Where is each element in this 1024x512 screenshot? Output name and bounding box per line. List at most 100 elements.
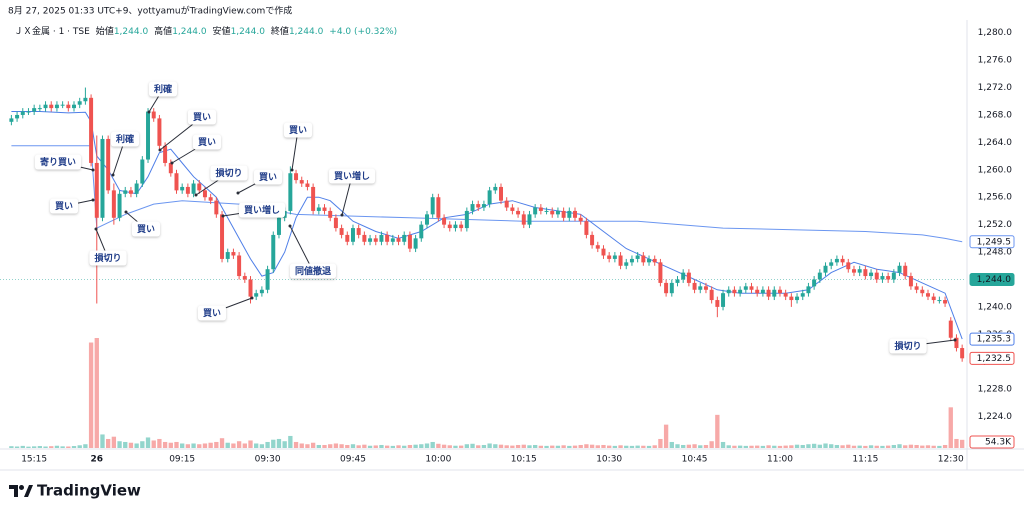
candle-body	[94, 162, 99, 218]
volume-bar	[572, 445, 578, 448]
candle-body	[607, 255, 612, 259]
volume-bar	[686, 444, 692, 448]
volume-bar	[772, 445, 777, 448]
volume-bar	[498, 444, 504, 448]
volume-bar	[396, 445, 401, 448]
volume-bar	[720, 441, 726, 448]
volume-bar	[111, 436, 117, 448]
candle-body	[77, 101, 82, 105]
candle-body	[863, 269, 868, 277]
candle-body	[772, 289, 777, 297]
volume-bar	[316, 444, 321, 448]
candle-body	[180, 186, 185, 191]
annotation-text: 買い	[137, 224, 155, 235]
candle-body	[595, 245, 600, 249]
annotation-dot	[124, 210, 128, 214]
candle-body	[499, 186, 503, 201]
volume-bar	[236, 441, 242, 448]
candle-body	[111, 190, 116, 218]
x-tick-label: 12:30	[938, 455, 964, 465]
volume-bar	[219, 438, 225, 448]
volume-bar	[726, 445, 731, 448]
candle-body	[698, 286, 703, 290]
annotation: 寄り買い	[34, 154, 82, 170]
volume-bar	[709, 441, 714, 448]
candle-body	[766, 289, 771, 297]
symbol: ＪＸ金属 · 1 · TSE	[14, 25, 90, 37]
candle-body	[168, 162, 173, 174]
candle-body	[561, 210, 566, 218]
annotation: 買い	[192, 134, 222, 150]
volume-bar	[310, 442, 316, 448]
candle-body	[669, 282, 674, 294]
volume-bar	[322, 444, 327, 448]
x-tick-label: 11:00	[767, 455, 793, 465]
candle-body	[755, 289, 760, 294]
volume-bar	[515, 444, 521, 448]
annotation-dot	[91, 198, 95, 202]
candle-body	[407, 234, 412, 249]
volume-bar	[851, 445, 857, 448]
candle-body	[83, 97, 88, 102]
line-last-label: 1,235.3	[977, 335, 1011, 345]
candle-body	[914, 286, 919, 290]
volume-bar	[823, 443, 828, 448]
candle-body	[703, 286, 708, 290]
candle-body	[299, 180, 304, 184]
candle-body	[686, 272, 691, 283]
annotation-text: 買い	[198, 137, 216, 148]
candle-body	[208, 197, 213, 201]
annotation-text: 買い	[289, 125, 307, 136]
annotation-box	[110, 131, 140, 147]
candle-body	[464, 210, 469, 229]
candle-body	[869, 272, 874, 277]
candle-body	[487, 190, 492, 205]
annotation-box	[89, 250, 127, 266]
annotation-dot	[250, 296, 254, 300]
volume-bar	[755, 445, 760, 448]
volume-bar	[424, 443, 430, 448]
volume-bar	[333, 443, 339, 448]
candle-body	[134, 183, 139, 194]
volume-label-box	[969, 435, 1015, 449]
line-last-label-box	[969, 332, 1015, 346]
candle-body	[726, 289, 731, 294]
volume-bar	[390, 445, 395, 448]
annotation-text: 買い	[55, 201, 73, 212]
volume-bar	[931, 445, 936, 448]
candle-body	[373, 238, 378, 242]
volume-bar	[840, 445, 845, 448]
annotation: 買い	[131, 221, 161, 237]
candle-body	[897, 265, 902, 273]
volume-bar	[658, 438, 663, 448]
volume-bar	[544, 445, 549, 448]
candle-body	[800, 293, 805, 297]
volume-bar	[589, 444, 595, 448]
ohlc-value: 1,244.0	[231, 27, 266, 37]
y-tick-label: 1,264.0	[978, 138, 1013, 148]
x-tick-label: 10:15	[511, 455, 537, 465]
volume-bar	[441, 444, 447, 448]
annotation-dot	[147, 110, 151, 114]
volume-bar	[162, 441, 168, 448]
volume-bar	[100, 434, 105, 448]
volume-bar	[271, 439, 276, 448]
volume-bar	[885, 445, 891, 448]
volume-bar	[897, 444, 902, 448]
annotation: 損切り	[210, 165, 248, 181]
candle-body	[151, 111, 156, 119]
annotation-text: 寄り買い	[40, 156, 76, 168]
annotation: 損切り	[889, 338, 927, 354]
candle-body	[163, 145, 168, 163]
volume-bar	[208, 442, 213, 448]
candle-body	[379, 234, 384, 242]
volume-bar	[225, 442, 230, 448]
volume-bar	[794, 444, 800, 448]
candle-body	[732, 289, 737, 294]
candle-body	[231, 252, 236, 256]
annotation-text: 同値撤退	[295, 265, 332, 277]
candle-body	[817, 272, 822, 280]
volume-bar	[681, 444, 686, 448]
volume-bar	[83, 444, 88, 448]
annotation: 買い	[253, 169, 283, 185]
